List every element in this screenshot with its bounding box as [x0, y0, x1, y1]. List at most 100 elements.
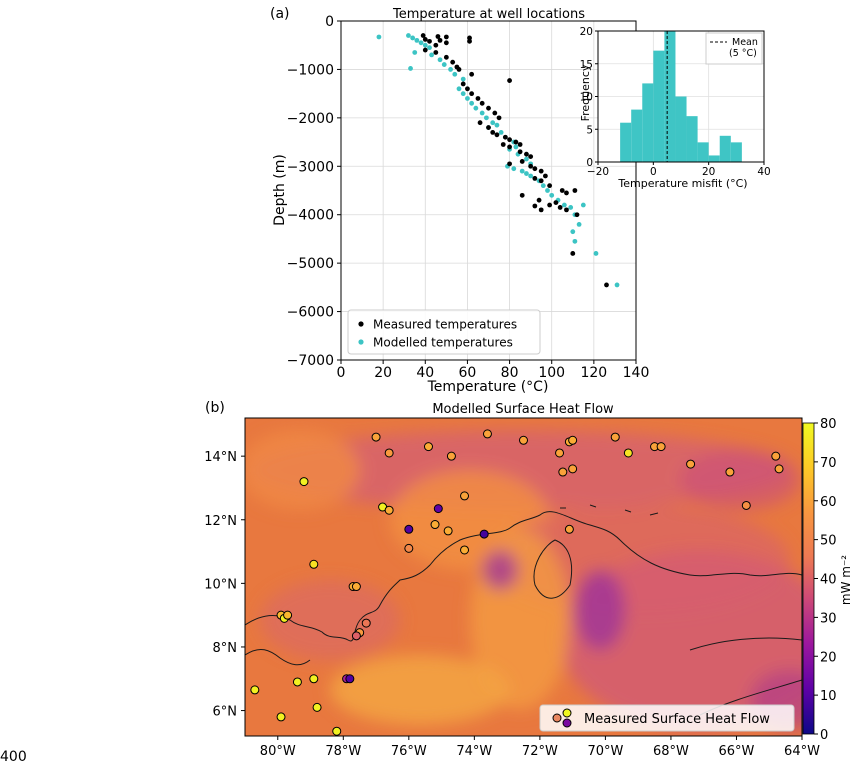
- scatter-x-tick-label: 80: [501, 365, 519, 381]
- heat-flow-point: [479, 529, 489, 539]
- colorbar-label: mW m⁻²: [839, 555, 852, 605]
- heat-flow-point: [345, 674, 355, 684]
- measured-point: [559, 188, 565, 193]
- map-legend-marker-high: [562, 708, 572, 718]
- histogram-legend-mean-label: Mean (5 °C): [729, 37, 758, 59]
- panel-b-label: (b): [205, 400, 225, 416]
- heat-flow-point: [519, 435, 528, 445]
- map-x-tick-label: 74°W: [456, 744, 492, 759]
- measured-point: [469, 91, 475, 97]
- map-y-tick-label: 12°N: [204, 514, 237, 529]
- modelled-point: [568, 205, 574, 210]
- heat-flow-point: [460, 491, 470, 501]
- scatter-points: [376, 33, 620, 288]
- heat-flow-map: [245, 418, 802, 736]
- heat-flow-point: [404, 524, 414, 534]
- measured-point: [475, 96, 481, 101]
- measured-point: [437, 37, 443, 43]
- modelled-point: [483, 115, 489, 121]
- legend-marker-measured: [358, 321, 364, 327]
- map-legend: Measured Surface Heat Flow: [539, 704, 795, 732]
- histogram-bar: [675, 96, 687, 162]
- measured-point: [528, 154, 534, 160]
- heat-flow-point: [361, 618, 371, 628]
- histogram-bars: [620, 31, 742, 162]
- heat-flow-point: [309, 559, 319, 569]
- heat-flow-point: [276, 712, 286, 722]
- measured-point: [500, 142, 506, 147]
- legend-label-measured: Measured temperatures: [373, 318, 517, 332]
- measured-point: [433, 42, 439, 48]
- map-x-tick-label: 76°W: [391, 744, 427, 759]
- histogram-x-tick-label: 40: [757, 166, 770, 178]
- scatter-y-tick-label: −5000: [287, 256, 334, 272]
- map-x-tick-label: 68°W: [653, 744, 689, 759]
- measured-point: [460, 81, 466, 87]
- histogram-x-tick-label: 20: [702, 166, 715, 178]
- heat-flow-point: [299, 477, 309, 487]
- heat-flow-point: [384, 505, 394, 515]
- measured-point: [486, 125, 491, 130]
- measured-point: [496, 115, 502, 121]
- modelled-point: [576, 222, 582, 227]
- modelled-point: [376, 34, 382, 40]
- map-axis-ticks: 80°W 78°W 76°W 74°W 72°W 70°W 68°W 66°W 64°W 6°N 8…: [204, 450, 820, 759]
- modelled-point: [408, 66, 413, 71]
- measured-point: [538, 168, 544, 174]
- measured-point: [507, 137, 512, 143]
- scatter-y-tick-label: 0: [325, 14, 334, 30]
- modelled-point: [414, 37, 420, 43]
- map-legend-marker-mid: [562, 718, 572, 728]
- heat-flow-point: [460, 545, 470, 555]
- colorbar-tick-label: 60: [820, 495, 837, 510]
- histogram-y-axis-label: Frequency: [579, 64, 592, 121]
- measured-point: [490, 129, 496, 135]
- colorbar-tick-label: 50: [820, 534, 837, 549]
- heat-flow-point: [623, 448, 633, 458]
- legend-marker-modelled: [358, 339, 364, 345]
- measured-point: [435, 34, 441, 39]
- histogram-bar: [719, 135, 731, 162]
- map-y-tick-label: 8°N: [213, 641, 238, 656]
- modelled-point: [456, 86, 462, 92]
- modelled-point: [614, 282, 620, 288]
- modelled-point: [469, 100, 475, 106]
- histogram-legend: Mean (5 °C): [705, 32, 763, 65]
- measured-point: [557, 205, 563, 210]
- modelled-point: [593, 251, 599, 256]
- histogram-bar: [620, 122, 632, 162]
- modelled-point: [406, 33, 411, 38]
- modelled-point: [473, 105, 479, 111]
- map-frame: [244, 417, 803, 737]
- heat-flow-point: [312, 702, 322, 712]
- modelled-point: [465, 96, 470, 101]
- scatter-y-axis-label: Depth (m): [272, 154, 288, 226]
- heat-flow-point: [404, 543, 414, 553]
- histogram-bar: [664, 31, 676, 162]
- modelled-point: [460, 91, 466, 97]
- modelled-point: [524, 156, 529, 162]
- histogram-bar: [708, 155, 720, 162]
- measured-point: [564, 207, 569, 213]
- histogram-y-tick-label: 0: [586, 157, 593, 169]
- measured-point: [492, 110, 498, 116]
- heat-flow-point: [686, 459, 696, 469]
- measured-point: [532, 166, 538, 172]
- modelled-point: [437, 57, 443, 63]
- scatter-y-tick-label: −4000: [287, 208, 334, 224]
- heat-flow-point: [568, 435, 578, 445]
- measured-point: [507, 78, 512, 83]
- heat-flow-point: [482, 429, 492, 439]
- histogram-y-tick-label: 20: [580, 26, 593, 38]
- modelled-point: [452, 71, 458, 77]
- modelled-point: [511, 166, 517, 172]
- measured-point: [538, 207, 544, 213]
- heat-flow-point: [332, 726, 342, 736]
- histogram-bar: [686, 116, 698, 162]
- modelled-point: [479, 110, 485, 116]
- scatter-x-tick-label: 20: [374, 365, 392, 381]
- measured-point: [513, 139, 519, 145]
- measured-point: [450, 59, 456, 65]
